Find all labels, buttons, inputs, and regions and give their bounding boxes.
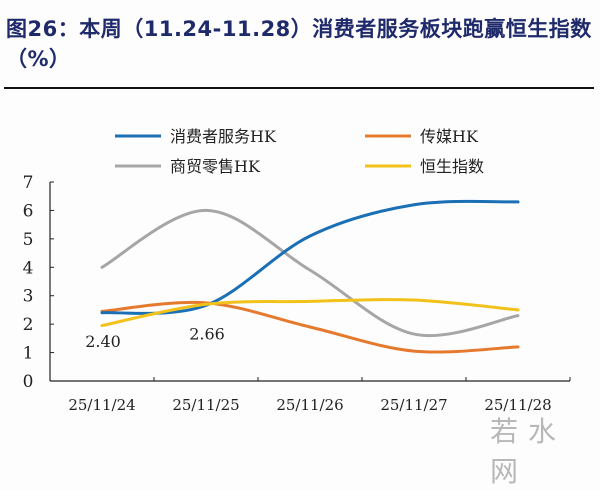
- legend-label: 消费者服务HK: [170, 127, 277, 146]
- x-tick-label: 25/11/24: [68, 396, 135, 414]
- y-tick-label: 7: [23, 173, 34, 193]
- x-tick-label: 25/11/28: [484, 396, 551, 414]
- chart-title-line2: （%）: [6, 47, 71, 71]
- y-tick-label: 2: [23, 315, 34, 335]
- y-tick-label: 3: [23, 287, 34, 307]
- x-tick-label: 25/11/25: [172, 396, 239, 414]
- y-tick-label: 6: [23, 201, 34, 221]
- x-tick-label: 25/11/26: [276, 396, 343, 414]
- watermark: 若水网: [490, 415, 567, 488]
- y-tick-label: 0: [23, 372, 34, 392]
- x-tick-label: 25/11/27: [380, 396, 447, 414]
- line-chart: 0 1 2 3 4 5 6 7 25/11/24 25/11/25 25/11/26 25/11/27…: [23, 127, 571, 414]
- y-tick-label: 4: [23, 258, 34, 278]
- data-label: 2.40: [85, 332, 121, 351]
- title-divider: [4, 87, 594, 89]
- series-line: [100, 199, 520, 315]
- series-line: [100, 208, 520, 338]
- y-tick-label: 1: [23, 344, 34, 364]
- legend-label: 传媒HK: [420, 127, 479, 146]
- chart-title: 图26：本周（11.24-11.28）消费者服务板块跑赢恒生指数 （%）: [6, 14, 596, 74]
- legend-label: 商贸零售HK: [170, 157, 261, 176]
- series-line: [100, 298, 520, 328]
- series-line: [100, 300, 520, 354]
- y-tick-label: 5: [23, 230, 34, 250]
- legend-label: 恒生指数: [420, 157, 484, 176]
- data-label: 2.66: [189, 324, 225, 343]
- chart-title-line1: 图26：本周（11.24-11.28）消费者服务板块跑赢恒生指数: [6, 17, 592, 41]
